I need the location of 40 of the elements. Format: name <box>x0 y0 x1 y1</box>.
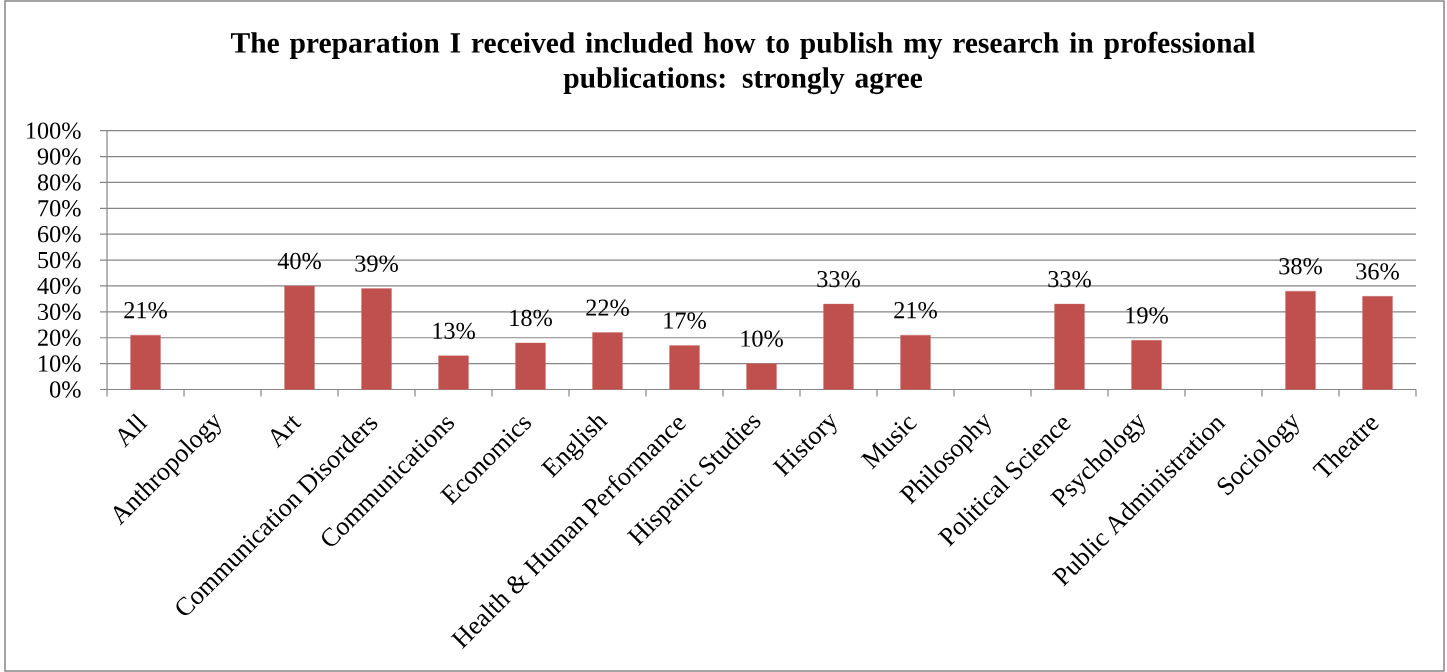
y-tick-label: 80% <box>37 174 81 191</box>
y-tick-label: 30% <box>38 303 81 321</box>
data-label: 33% <box>1048 270 1091 288</box>
bar <box>515 342 546 390</box>
bar <box>1362 296 1393 390</box>
bar <box>592 332 623 390</box>
bar <box>900 334 931 390</box>
y-tick-label: 70% <box>38 200 81 217</box>
bar <box>438 355 469 390</box>
bar <box>361 288 392 390</box>
data-label: 36% <box>1356 263 1399 280</box>
y-tick-label: 100% <box>26 122 81 139</box>
y-tick-label: 50% <box>38 251 81 269</box>
data-label: 38% <box>1279 257 1322 275</box>
bar <box>1285 290 1316 390</box>
y-tick-label: 90% <box>37 148 81 165</box>
y-tick-label: 0% <box>50 381 81 398</box>
data-label: 10% <box>741 330 783 347</box>
bar <box>130 334 161 390</box>
data-label: 21% <box>894 301 937 319</box>
y-tick-label: 40% <box>37 277 81 295</box>
data-label: 33% <box>817 270 860 288</box>
bar <box>746 363 777 390</box>
data-label: 18% <box>510 309 552 327</box>
data-label: 22% <box>586 299 629 316</box>
y-tick-label: 20% <box>38 329 81 346</box>
data-label: 19% <box>1126 307 1168 324</box>
data-label: 21% <box>124 301 167 319</box>
bar <box>1054 303 1085 390</box>
data-label: 39% <box>355 255 398 272</box>
bar <box>1131 340 1162 390</box>
data-label: 13% <box>433 322 475 340</box>
bar <box>823 303 854 390</box>
chart-title: The preparation I received included how to publish my research in professional publications: strongly agree <box>231 31 1255 95</box>
y-tick-label: 10% <box>39 355 81 372</box>
y-tick-label: 60% <box>38 225 81 243</box>
data-label: 17% <box>664 312 706 329</box>
bar <box>284 285 315 390</box>
data-label: 40% <box>277 252 321 270</box>
bar <box>669 345 700 390</box>
